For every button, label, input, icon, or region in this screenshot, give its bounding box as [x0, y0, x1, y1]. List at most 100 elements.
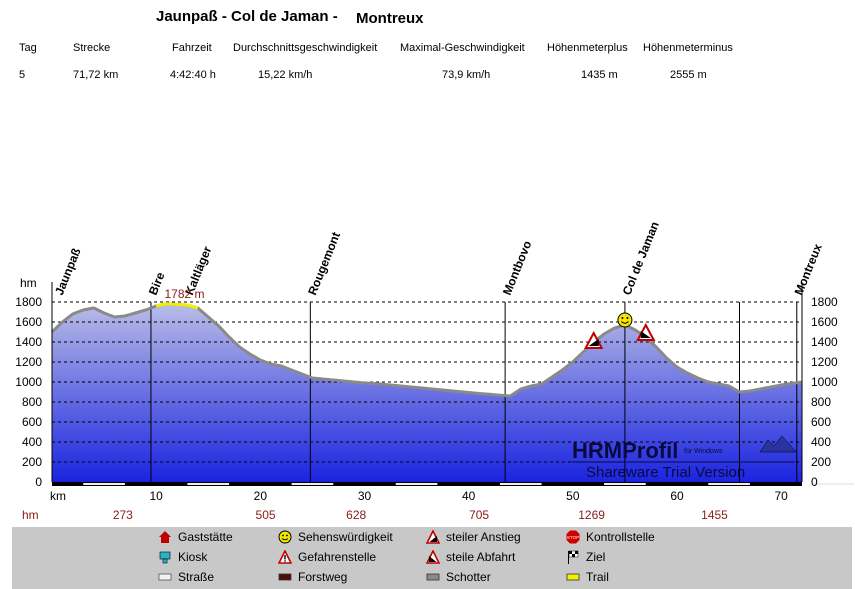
- surface-segment: [499, 483, 542, 485]
- y-tick-right-1800: 1800: [811, 295, 838, 309]
- y-tick-right-0: 0: [811, 475, 818, 489]
- watermark-title: HRMProfil: [572, 438, 678, 463]
- svg-text:STOP: STOP: [567, 535, 579, 540]
- legend-item-sehenswuerdigkeit: Sehenswürdigkeit: [278, 530, 393, 544]
- x-tick-10: 10: [149, 489, 163, 503]
- x-tick-50: 50: [566, 489, 580, 503]
- x-tick-40: 40: [462, 489, 476, 503]
- legend-item-gaststaette: Gaststätte: [158, 530, 233, 544]
- x-tick-70: 70: [774, 489, 788, 503]
- watermark-mountain-logo: [759, 435, 797, 453]
- y-tick-right-1000: 1000: [811, 375, 838, 389]
- chart-title-route: Jaunpaß - Col de Jaman -: [156, 8, 338, 25]
- y-tick-right-400: 400: [811, 435, 831, 449]
- header-max-speed: Maximal-Geschwindigkeit: [400, 42, 525, 54]
- legend-item-strasse: Straße: [158, 570, 214, 584]
- header-duration: Fahrzeit: [172, 42, 212, 54]
- waypoint-label-0: Jaunpaß: [52, 246, 83, 297]
- marker-slope-0: [588, 339, 599, 346]
- legend-label: Schotter: [446, 570, 491, 584]
- y-tick-left-1200: 1200: [15, 355, 42, 369]
- value-ascent: 1435 m: [581, 69, 618, 81]
- elevation-area: [52, 303, 802, 482]
- forest-road-swatch: [278, 570, 292, 584]
- hm-row-label-5: 1269: [578, 508, 605, 522]
- surface-segment: [812, 483, 855, 485]
- surface-segment: [83, 483, 125, 485]
- legend-item-steiler-anstieg: steiler Anstieg: [425, 529, 521, 544]
- waypoint-label-5: Col de Jaman: [620, 220, 662, 298]
- hm-row-label-2: 505: [256, 508, 276, 522]
- value-duration: 4:42:40 h: [170, 69, 216, 81]
- marker-smiley-mouth: [621, 321, 629, 324]
- value-day: 5: [19, 69, 26, 81]
- y-tick-left-1800: 1800: [15, 295, 42, 309]
- surface-segment: [708, 483, 750, 485]
- house-icon: [158, 530, 172, 544]
- surface-segment: [291, 483, 334, 485]
- legend-label: Kiosk: [178, 550, 208, 564]
- hm-row-label-3: 628: [346, 508, 366, 522]
- hm-row-label-6: 1455: [701, 508, 728, 522]
- legend-label: steile Abfahrt: [446, 550, 516, 564]
- y-tick-left-400: 400: [22, 435, 42, 449]
- y-tick-left-200: 200: [22, 455, 42, 469]
- y-tick-left-600: 600: [22, 415, 42, 429]
- waypoint-label-3: Rougemont: [305, 230, 343, 297]
- y-tick-right-200: 200: [811, 455, 831, 469]
- climb-warning-icon: [425, 529, 441, 544]
- hm-row-label-4: 705: [469, 508, 489, 522]
- elevation-profile-chart: hm 0 0 200 200 400 400 600 600 800 800 1000 1000 1200…: [15, 220, 855, 522]
- waypoint-label-6: Montreux: [792, 242, 825, 298]
- legend-label: Gefahrenstelle: [298, 550, 377, 564]
- marker-smiley-eye: [626, 317, 629, 319]
- legend: Gaststätte Sehenswürdigkeit steiler Anst…: [12, 527, 852, 589]
- marker-smiley-1: [617, 312, 633, 328]
- legend-item-schotter: Schotter: [426, 570, 491, 584]
- value-descent: 2555 m: [670, 69, 707, 81]
- hm-row-label-1: 273: [113, 508, 133, 522]
- value-distance: 71,72 km: [73, 69, 119, 81]
- marker-slope-2: [640, 331, 651, 338]
- surface-segment: [604, 483, 646, 485]
- legend-label: Ziel: [586, 550, 606, 564]
- legend-label: steiler Anstieg: [446, 530, 521, 544]
- marker-smiley-eye: [621, 317, 624, 319]
- legend-item-trail: Trail: [566, 570, 609, 584]
- waypoint-label-4: Montbovo: [500, 239, 534, 297]
- surface-segment: [187, 483, 230, 485]
- legend-item-ziel: Ziel: [566, 550, 605, 564]
- legend-label: Gaststätte: [178, 530, 233, 544]
- y-tick-right-600: 600: [811, 415, 831, 429]
- legend-label: Straße: [178, 570, 215, 584]
- x-axis-label: km: [50, 489, 66, 503]
- y-tick-right-1200: 1200: [811, 355, 838, 369]
- legend-item-steile-abfahrt: steile Abfahrt: [425, 549, 516, 564]
- chart-title-destination: Montreux: [356, 10, 424, 27]
- x-tick-30: 30: [358, 489, 372, 503]
- smiley-icon: [278, 530, 292, 544]
- legend-label: Trail: [586, 570, 609, 584]
- descent-warning-icon: [425, 549, 441, 564]
- watermark-subtitle: Shareware Trial Version: [586, 464, 745, 481]
- x-tick-20: 20: [254, 489, 268, 503]
- gravel-swatch: [426, 570, 440, 584]
- header-avg-speed: Durchschnittsgeschwindigkeit: [233, 42, 378, 54]
- legend-label: Sehenswürdigkeit: [298, 530, 393, 544]
- legend-item-kontrollstelle: STOP Kontrollstelle: [566, 530, 655, 544]
- y-tick-left-1600: 1600: [15, 315, 42, 329]
- hm-row-label-0: hm: [22, 508, 39, 522]
- surface-segment: [395, 483, 438, 485]
- y-tick-right-1600: 1600: [811, 315, 838, 329]
- value-max-speed: 73,9 km/h: [442, 69, 491, 81]
- header-distance: Strecke: [73, 42, 111, 54]
- trail-swatch: [566, 570, 580, 584]
- max-elevation-label: 1782 m: [165, 287, 205, 301]
- road-swatch: [158, 570, 172, 584]
- y-tick-left-800: 800: [22, 395, 42, 409]
- y-tick-left-0: 0: [35, 475, 42, 489]
- header-descent: Höhenmeterminus: [643, 42, 733, 54]
- watermark-small: für Windows: [684, 448, 723, 455]
- legend-item-gefahrenstelle: Gefahrenstelle: [277, 549, 377, 564]
- header-ascent: Höhenmeterplus: [547, 42, 628, 54]
